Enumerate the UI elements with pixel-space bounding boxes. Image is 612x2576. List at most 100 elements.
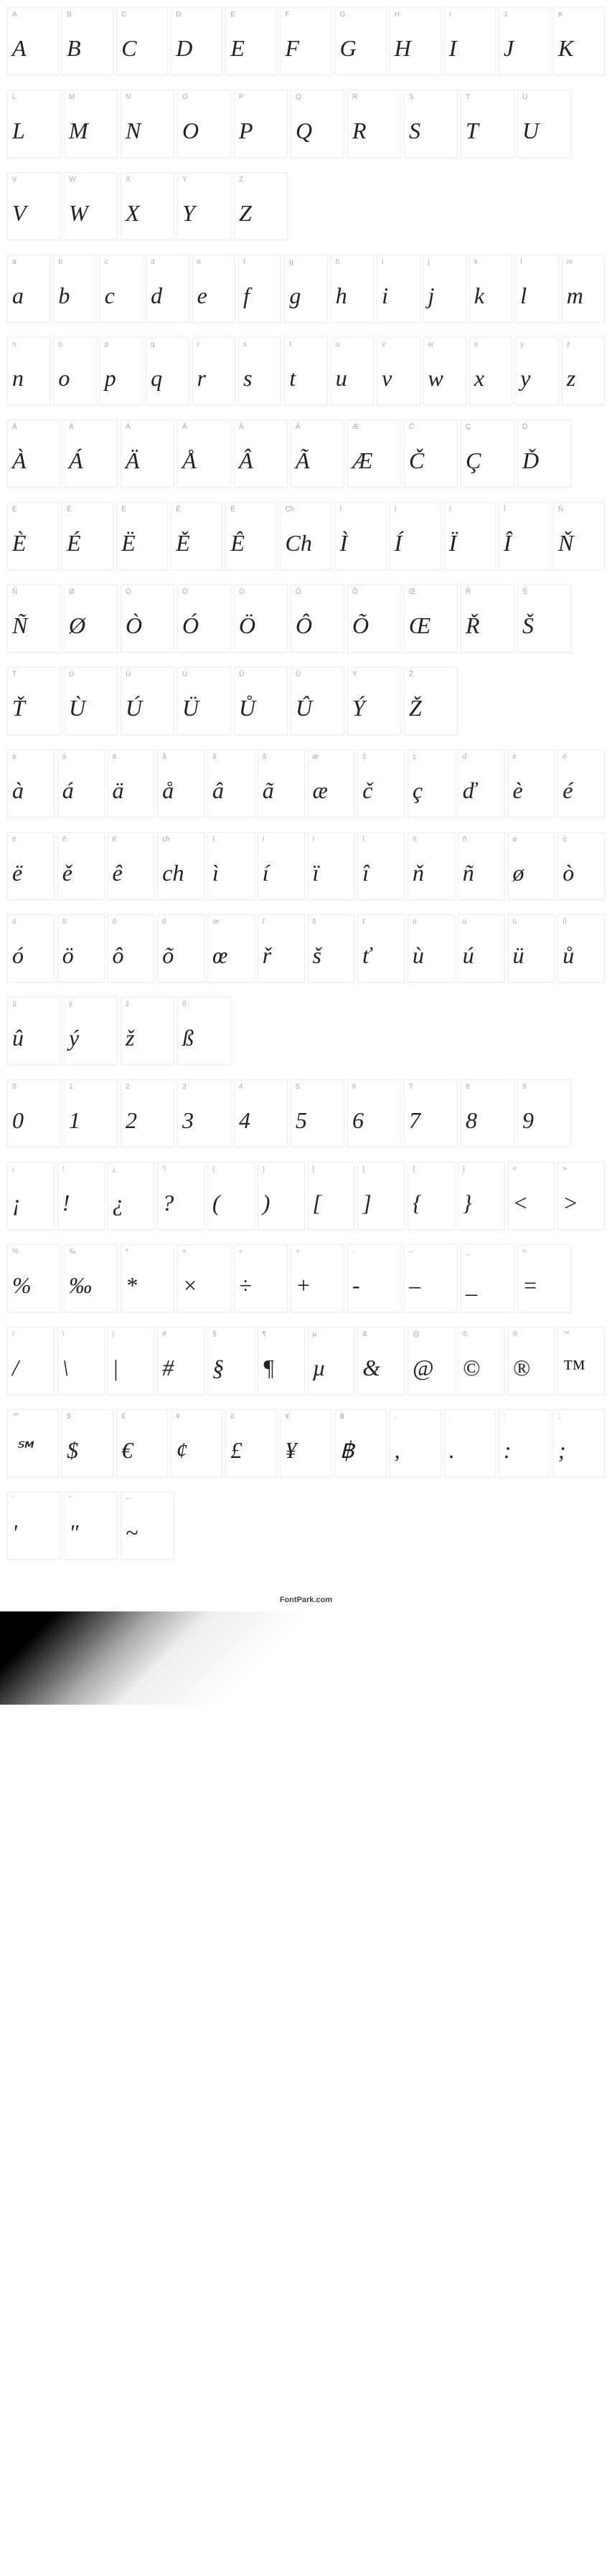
- glyph-cell: ÜÜ: [177, 667, 231, 735]
- glyph-cell-label: T: [461, 90, 514, 103]
- glyph-cell: pp: [100, 337, 143, 405]
- glyph-cell: ‰‰: [64, 1244, 118, 1312]
- glyph-cell: <<: [508, 1162, 555, 1230]
- glyph-cell-glyph: ê: [108, 846, 154, 899]
- glyph-cell-label: ,: [390, 1410, 441, 1423]
- glyph-cell-label: 7: [405, 1080, 457, 1093]
- glyph-cell-label: Õ: [348, 585, 400, 598]
- glyph-cell-glyph: S: [405, 103, 457, 157]
- glyph-cell-glyph: ]: [358, 1175, 404, 1229]
- glyph-cell: øø: [508, 832, 555, 900]
- glyph-cell-label: Ů: [235, 668, 287, 681]
- glyph-cell: ãã: [258, 749, 305, 818]
- glyph-cell: ××: [177, 1244, 231, 1312]
- glyph-cell: èè: [508, 749, 555, 818]
- glyph-cell: ŒŒ: [404, 584, 458, 653]
- glyph-cell-label: ฿: [336, 1410, 386, 1423]
- glyph-cell-glyph: ×: [178, 1258, 230, 1312]
- glyph-cell-glyph: Ò: [121, 598, 174, 652]
- glyph-cell-label: ;: [554, 1410, 604, 1423]
- glyph-cell-glyph: Á: [65, 433, 117, 487]
- glyph-cell-label: Ž: [405, 668, 457, 681]
- glyph-cell-label: É: [62, 503, 113, 516]
- glyph-cell-glyph: Ô: [291, 598, 344, 652]
- glyph-cell: ©©: [458, 1327, 505, 1395]
- glyph-cell: DD: [171, 7, 222, 75]
- glyph-cell-glyph: 7: [405, 1093, 457, 1147]
- glyph-cell-glyph: č: [358, 763, 404, 817]
- glyph-cell: éé: [557, 749, 605, 818]
- glyph-cell: 99: [517, 1079, 571, 1147]
- glyph-cell: 33: [177, 1079, 231, 1147]
- glyph-cell-glyph: =: [518, 1258, 570, 1312]
- glyph-cell-label: s: [239, 338, 281, 351]
- glyph-cell-label: ù: [408, 915, 454, 928]
- glyph-cell-glyph: Ì: [336, 516, 386, 569]
- glyph-cell-label: Ã: [291, 420, 344, 433]
- glyph-cell-label: œ: [208, 915, 254, 928]
- glyph-cell: ZZ: [234, 172, 288, 240]
- glyph-cell: chch: [157, 832, 204, 900]
- glyph-cell-glyph: ř: [258, 928, 304, 982]
- glyph-cell-glyph: /: [8, 1340, 54, 1394]
- glyph-cell-label: ?: [158, 1162, 204, 1175]
- glyph-cell-label: 9: [518, 1080, 570, 1093]
- glyph-cell-label: -: [348, 1245, 400, 1258]
- glyph-cell: §§: [207, 1327, 255, 1395]
- glyph-cell-label: ď: [458, 750, 504, 763]
- glyph-cell: **: [121, 1244, 174, 1312]
- glyph-cell-label: Ť: [8, 668, 60, 681]
- glyph-cell-label: ó: [8, 915, 54, 928]
- glyph-cell-label: ò: [558, 833, 604, 846]
- glyph-cell-glyph: Ï: [445, 516, 495, 569]
- glyph-cell: ||: [108, 1327, 155, 1395]
- glyph-cell-glyph: Ü: [178, 681, 230, 734]
- glyph-cell: gg: [284, 255, 327, 323]
- glyph-cell: nn: [7, 337, 50, 405]
- glyph-cell: JJ: [499, 7, 550, 75]
- glyph-cell: 44: [234, 1079, 288, 1147]
- glyph-cell: 00: [7, 1079, 61, 1147]
- glyph-cell-glyph: Č: [405, 433, 457, 487]
- glyph-cell-label: p: [100, 338, 142, 351]
- glyph-cell-label: x: [470, 338, 512, 351]
- glyph-cell: ŽŽ: [404, 667, 458, 735]
- glyph-cell-glyph: ÷: [235, 1258, 287, 1312]
- glyph-cell-glyph: _: [461, 1258, 514, 1312]
- glyph-cell-label: l: [516, 255, 557, 268]
- glyph-cell-glyph: €: [117, 1423, 167, 1477]
- glyph-cell-glyph: x: [470, 351, 512, 404]
- glyph-cell-glyph: ™: [558, 1340, 604, 1394]
- glyph-cell-glyph: ?: [158, 1175, 204, 1229]
- glyph-cell-glyph: Ř: [461, 598, 514, 652]
- glyph-cell-glyph: -: [348, 1258, 400, 1312]
- glyph-cell-glyph: ï: [309, 846, 354, 899]
- glyph-cell: qq: [146, 337, 189, 405]
- glyph-cell-label: Ö: [235, 585, 287, 598]
- glyph-cell: žž: [121, 997, 174, 1065]
- glyph-cell-glyph: ;: [554, 1423, 604, 1477]
- glyph-cell: ℠℠: [7, 1409, 59, 1477]
- glyph-cell-label: C: [117, 8, 167, 21]
- glyph-cell-glyph: Ý: [348, 681, 400, 734]
- glyph-cell-glyph: f: [239, 268, 281, 322]
- glyph-cell-label: \: [58, 1327, 104, 1340]
- glyph-cell: {{: [408, 1162, 455, 1230]
- glyph-cell-glyph: u: [331, 351, 373, 404]
- glyph-cell-label: ä: [108, 750, 154, 763]
- glyph-cell-glyph: }: [458, 1175, 504, 1229]
- glyph-cell-glyph: ): [258, 1175, 304, 1229]
- glyph-cell-glyph: ý: [65, 1010, 117, 1064]
- glyph-cell-label: X: [121, 173, 174, 186]
- glyph-cell-glyph: ě: [58, 846, 104, 899]
- glyph-row: nnooppqqrrssttuuvvwwxxyyzz: [7, 337, 605, 405]
- glyph-cell-glyph: +: [291, 1258, 344, 1312]
- glyph-cell-glyph: O: [178, 103, 230, 157]
- glyph-cell-label: ch: [158, 833, 204, 846]
- glyph-cell: ÔÔ: [291, 584, 344, 653]
- glyph-cell: >>: [557, 1162, 605, 1230]
- glyph-cell-label: Y: [178, 173, 230, 186]
- glyph-cell-glyph: D: [171, 21, 222, 75]
- glyph-cell: čč: [357, 749, 405, 818]
- glyph-cell: dd: [146, 255, 189, 323]
